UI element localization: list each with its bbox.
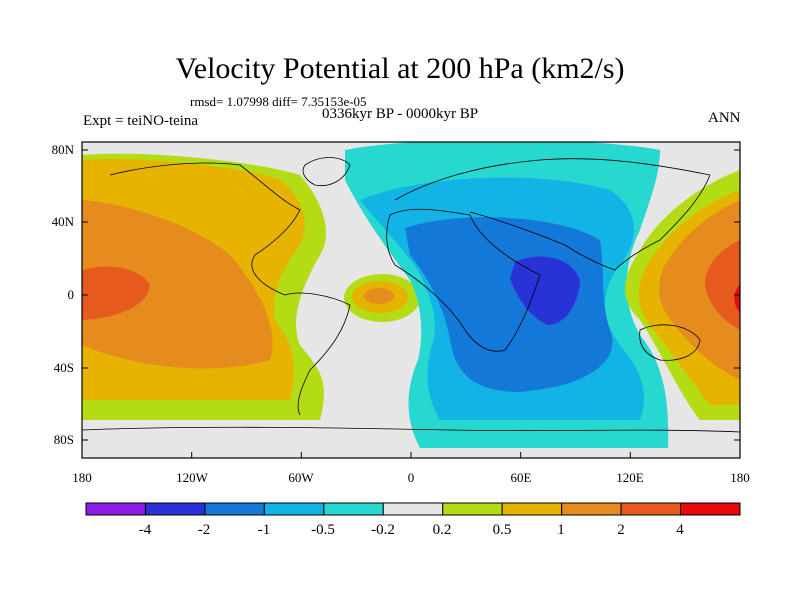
- lat-label-40n: 40N: [51, 214, 74, 229]
- colorbar-label: -4: [138, 522, 152, 538]
- pacific-positive-1: [659, 200, 740, 380]
- colorbar-label: 2: [617, 522, 625, 538]
- colorbar-swatch: [204, 502, 265, 516]
- africa-coast: [386, 208, 541, 352]
- colorbar-swatch: [323, 502, 384, 516]
- colorbar-label: -1: [257, 522, 271, 538]
- colorbar-swatch: [85, 502, 146, 516]
- south-america-coast: [284, 292, 351, 416]
- australia-coast: [639, 324, 701, 361]
- colorbar-swatch: [620, 502, 682, 516]
- coastlines: [82, 157, 740, 433]
- experiment-label: Expt = teiNO-teina: [83, 113, 199, 129]
- colorbar-label: -2: [197, 522, 211, 538]
- lon-label-0: 0: [407, 470, 415, 485]
- colorbar-label: -0.2: [371, 522, 395, 538]
- colorbar-swatch: [382, 502, 444, 516]
- lon-label-60e: 60E: [510, 470, 532, 485]
- axis-ticks: [81, 149, 741, 458]
- colorbar-swatch: [144, 502, 206, 516]
- contour-fields: [82, 142, 740, 458]
- west-positive-1: [82, 200, 273, 369]
- lon-label-60w: 60W: [288, 470, 314, 485]
- lon-label-120w: 120W: [176, 470, 208, 485]
- eurasia-coast: [394, 158, 711, 271]
- lat-label-40s: 40S: [53, 360, 74, 375]
- colorbar-label: 0.2: [432, 522, 452, 538]
- colorbar-label: 0.5: [492, 522, 512, 538]
- colorbar-swatch: [680, 502, 741, 516]
- pacific-positive-4: [734, 285, 740, 312]
- lon-label-180e: 180: [730, 470, 750, 485]
- west-positive-2: [82, 266, 150, 320]
- colorbar: [85, 502, 741, 516]
- atlantic-cell-1: [364, 288, 394, 304]
- lat-label-0: 0: [67, 287, 75, 302]
- colorbar-label: 1: [557, 522, 565, 538]
- pacific-positive-2: [705, 240, 740, 330]
- colorbar-label: 4: [676, 522, 684, 538]
- greenland-coast: [302, 157, 351, 187]
- chart-title: Velocity Potential at 200 hPa (km2/s): [175, 52, 625, 85]
- lon-label-180w: 180: [72, 470, 92, 485]
- lon-label-120e: 120E: [616, 470, 644, 485]
- colorbar-swatch: [501, 502, 563, 516]
- colorbar-label: -0.5: [311, 522, 335, 538]
- antarctica-coast: [82, 426, 740, 433]
- colorbar-swatch: [263, 502, 325, 516]
- north-america-coast: [109, 162, 301, 296]
- rmsd-diff-stats: rmsd= 1.07998 diff= 7.35153e-05: [190, 94, 367, 109]
- lat-label-80n: 80N: [51, 142, 74, 157]
- colorbar-swatch: [561, 502, 622, 516]
- colorbar-swatch: [442, 502, 503, 516]
- lat-label-80s: 80S: [53, 432, 74, 447]
- season-label: ANN: [708, 110, 741, 126]
- time-period: 0336kyr BP - 0000kyr BP: [322, 106, 479, 122]
